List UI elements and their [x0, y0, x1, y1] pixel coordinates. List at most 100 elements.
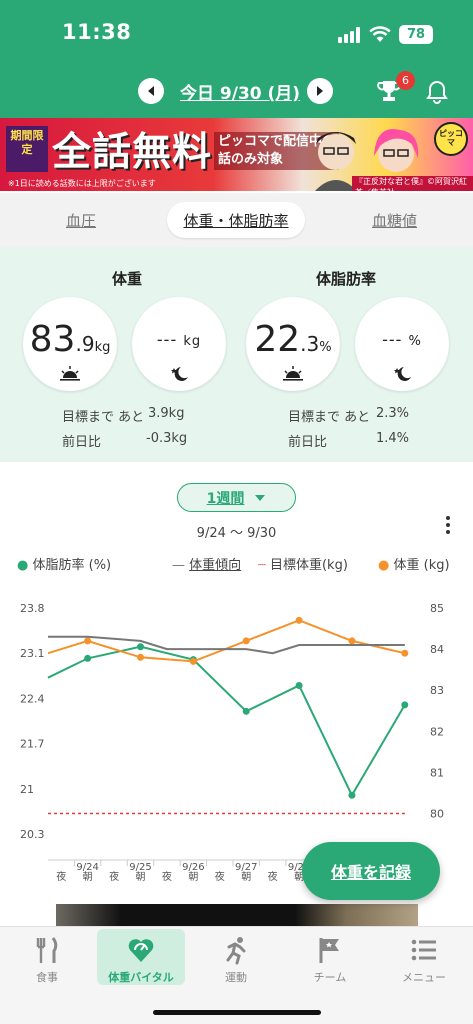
tab-blood-sugar[interactable]: 血糖値: [372, 212, 418, 230]
more-options-icon[interactable]: [440, 514, 456, 536]
nav-menu[interactable]: メニュー: [380, 929, 468, 985]
ad-brand-logo: ピッコマ: [434, 122, 468, 156]
period-select[interactable]: 1週間: [177, 483, 296, 512]
data-point: [84, 654, 92, 662]
triangle-left-icon: [148, 86, 154, 96]
x-slot-label: 朝: [136, 871, 146, 883]
x-slot-label: 夜: [109, 870, 119, 883]
body-fat-night-circle[interactable]: --- %: [355, 297, 449, 391]
right-axis-tick: 84: [430, 643, 444, 656]
data-point: [242, 637, 250, 645]
data-point: [84, 637, 92, 645]
legend-target-weight[interactable]: ┈ 目標体重(kg): [258, 554, 348, 573]
body-fat-morning-value: 22.3%: [254, 319, 332, 360]
legend-dotted-line-icon: ┈: [258, 558, 266, 573]
battery-indicator: 78: [399, 25, 433, 44]
previous-day-button[interactable]: [138, 78, 164, 104]
x-date-label: 9/27: [235, 862, 257, 873]
next-day-button[interactable]: [307, 78, 333, 104]
sunrise-icon: [283, 366, 303, 381]
data-point: [242, 707, 250, 715]
cellular-signal-icon: [338, 27, 360, 43]
weight-night-circle[interactable]: --- kg: [132, 297, 226, 391]
x-slot-label: 夜: [56, 870, 66, 883]
body-fat-morning-circle[interactable]: 22.3%: [246, 297, 340, 391]
ad-banner[interactable]: 期間限定 全話無料 ピッコマで配信中の 話のみ対象 ピッコマ ※1日に読める話数…: [0, 118, 473, 191]
record-weight-button[interactable]: 体重を記録: [302, 842, 440, 900]
summary-panel: 体重 体脂肪率 83.9kg --- kg 22.3% --- % 目標: [0, 247, 473, 462]
ad-subtitle-line1: ピッコマで配信中の: [218, 134, 336, 149]
legend-weight-label: 体重 (kg): [393, 558, 450, 573]
weight-diff-value: -0.3kg: [146, 431, 188, 446]
nav-exercise[interactable]: 運動: [192, 929, 280, 985]
legend-target-weight-label: 目標体重(kg): [269, 558, 348, 573]
menu-list-icon: [411, 939, 436, 961]
right-axis-tick: 81: [430, 766, 444, 779]
x-date-label: 9/24: [76, 862, 98, 873]
nav-weight-vital[interactable]: 体重バイタル: [97, 929, 185, 985]
nav-meal[interactable]: 食事: [3, 929, 91, 985]
legend-dot-icon: ●: [17, 558, 29, 573]
nav-menu-label: メニュー: [402, 971, 446, 984]
left-axis-tick: 23.8: [20, 602, 45, 615]
right-axis-tick: 83: [430, 684, 444, 697]
caret-down-icon: [255, 494, 266, 501]
body-fat-diff-label: 前日比: [288, 435, 328, 450]
x-slot-label: 朝: [294, 871, 304, 883]
legend-body-fat-label: 体脂肪率 (%): [32, 558, 112, 573]
tab-blood-pressure[interactable]: 血圧: [66, 212, 97, 230]
left-axis-tick: 23.1: [20, 647, 45, 660]
ad-title: 全話無料: [52, 130, 213, 175]
x-slot-label: 朝: [188, 871, 198, 883]
fork-knife-icon: [36, 937, 58, 963]
app-header: 11:38 78 今日 9/30 (月) 6: [0, 0, 473, 118]
moon-star-icon: [171, 367, 188, 381]
ad-caption: 『正反対な君と僕』©阿賀沢紅茶／集英社: [352, 176, 473, 191]
left-axis-tick: 22.4: [20, 692, 45, 705]
x-slot-label: 夜: [215, 870, 225, 883]
chart-date-range: 9/24 〜 9/30: [196, 526, 277, 541]
x-date-label: 9/26: [182, 862, 204, 873]
left-axis-tick: 20.3: [20, 828, 45, 841]
period-select-label: 1週間: [206, 490, 245, 507]
left-axis-tick: 21: [20, 783, 34, 796]
data-point: [348, 637, 356, 645]
x-date-label: 9/28: [288, 862, 310, 873]
tab-weight-body-fat[interactable]: 体重・体脂肪率: [167, 202, 305, 238]
ad-tag: 期間限定: [6, 126, 48, 172]
category-tabs: 血圧 体重・体脂肪率 血糖値: [0, 193, 473, 247]
video-ad-strip[interactable]: [56, 904, 418, 926]
moon-star-icon: [394, 367, 411, 381]
weight-night-value: --- kg: [156, 330, 202, 349]
legend-line-icon: —: [172, 558, 185, 573]
status-time: 11:38: [62, 20, 132, 44]
data-point: [401, 701, 409, 709]
right-axis-tick: 85: [430, 602, 444, 615]
x-slot-label: 朝: [241, 871, 251, 883]
heart-scale-icon: [128, 939, 154, 962]
data-point: [137, 643, 144, 651]
weight-diff-label: 前日比: [62, 435, 102, 450]
x-slot-label: 夜: [268, 870, 278, 883]
data-point: [189, 657, 197, 665]
weight-morning-value: 83.9kg: [29, 319, 111, 360]
bell-icon[interactable]: [425, 79, 449, 105]
legend-body-fat[interactable]: ● 体脂肪率 (%): [17, 554, 111, 573]
legend-weight-trend[interactable]: — 体重傾向: [172, 554, 241, 573]
series-line: [47, 619, 406, 663]
nav-team[interactable]: チーム: [286, 929, 374, 985]
weight-goal-value: 3.9kg: [148, 406, 185, 421]
nav-weight-vital-label: 体重バイタル: [108, 971, 174, 984]
x-slot-label: 朝: [83, 871, 93, 883]
body-fat-title: 体脂肪率: [316, 270, 377, 288]
weight-title: 体重: [112, 270, 143, 288]
weight-morning-circle[interactable]: 83.9kg: [23, 297, 117, 391]
body-fat-goal-label: 目標まで あと: [288, 410, 371, 425]
data-point: [348, 791, 356, 799]
legend-weight[interactable]: ● 体重 (kg): [378, 554, 450, 573]
series-line: [47, 645, 406, 798]
body-fat-diff-value: 1.4%: [376, 431, 410, 446]
body-fat-goal-value: 2.3%: [376, 406, 410, 421]
nav-team-label: チーム: [313, 971, 347, 984]
current-date-label[interactable]: 今日 9/30 (月): [180, 84, 301, 104]
